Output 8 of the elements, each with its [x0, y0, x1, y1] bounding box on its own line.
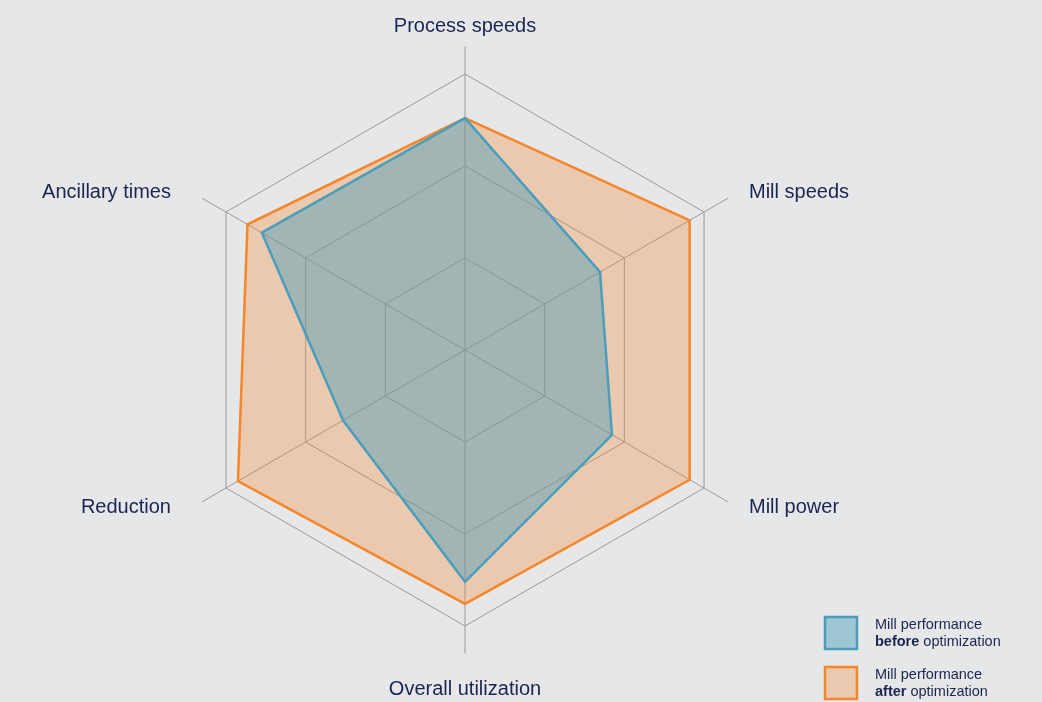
spoke-label: Mill power — [749, 494, 840, 517]
spoke-label: Ancillary times — [42, 179, 171, 202]
spoke-label: Mill speeds — [749, 179, 850, 202]
legend-label: Mill performance after optimization — [875, 666, 988, 699]
spoke-label: Process speeds — [393, 14, 537, 37]
spoke-label: Overall utilization — [388, 677, 542, 700]
spoke-label: Reduction — [80, 494, 171, 517]
legend-label: Mill performance before optimization — [875, 616, 1001, 649]
